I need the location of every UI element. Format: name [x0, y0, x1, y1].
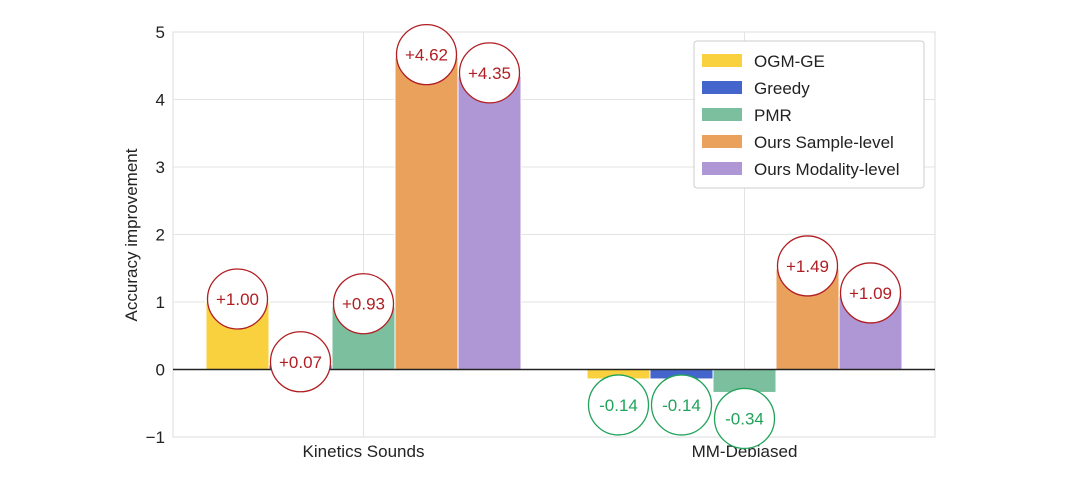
data-label: -0.14 — [662, 396, 701, 415]
data-label: +1.00 — [216, 290, 259, 309]
data-label-circle — [269, 331, 332, 393]
legend-entry: Ours Modality-level — [754, 160, 900, 179]
legend-entry: Ours Sample-level — [754, 133, 894, 152]
bar — [394, 57, 459, 371]
legend-swatch — [702, 81, 742, 94]
data-label: +4.35 — [468, 64, 511, 83]
y-tick-label: 4 — [156, 91, 165, 110]
data-label: +0.07 — [279, 353, 322, 372]
data-label: +0.93 — [342, 295, 385, 314]
y-tick-label: 0 — [156, 361, 165, 380]
legend: OGM-GE Greedy PMR Ours Sample-level Ours Mod… — [693, 40, 925, 189]
axis-ticks: −1 0 1 2 3 4 5 Kinetics Sounds MM-Debiased — [146, 23, 798, 461]
y-tick-label: 1 — [156, 293, 165, 312]
x-tick-label: Kinetics Sounds — [303, 442, 425, 461]
y-tick-label: 5 — [156, 23, 165, 42]
y-axis-title: Accuracy improvement — [122, 148, 141, 321]
data-label-circle — [839, 262, 902, 324]
y-tick-label: −1 — [146, 428, 165, 447]
data-label: +1.09 — [849, 284, 892, 303]
legend-swatch — [702, 162, 742, 175]
data-label: -0.14 — [599, 396, 638, 415]
legend-entry: OGM-GE — [754, 52, 825, 71]
data-label-circle — [458, 42, 521, 104]
legend-entry: PMR — [754, 106, 792, 125]
legend-swatch — [702, 135, 742, 148]
legend-swatch — [702, 108, 742, 121]
y-tick-label: 2 — [156, 226, 165, 245]
data-label-circle — [776, 235, 839, 297]
legend-box — [693, 40, 925, 189]
data-label: +1.49 — [786, 257, 829, 276]
data-label: +4.62 — [405, 46, 448, 65]
data-label-circle — [332, 273, 395, 335]
bar — [457, 75, 522, 370]
y-tick-label: 3 — [156, 158, 165, 177]
data-label-circle — [713, 387, 776, 450]
legend-swatch — [702, 54, 742, 67]
data-labels: +1.00 +0.07 +0.93 +4.62 +4.35 -0.14 -0.14 -0.34… — [206, 24, 902, 450]
data-label-circle — [206, 268, 269, 330]
data-label-circle — [587, 374, 650, 436]
data-label-circle — [395, 24, 458, 86]
x-tick-label: MM-Debiased — [692, 442, 798, 461]
data-label: -0.34 — [725, 409, 764, 428]
legend-entry: Greedy — [754, 79, 810, 98]
data-label-circle — [650, 374, 713, 436]
